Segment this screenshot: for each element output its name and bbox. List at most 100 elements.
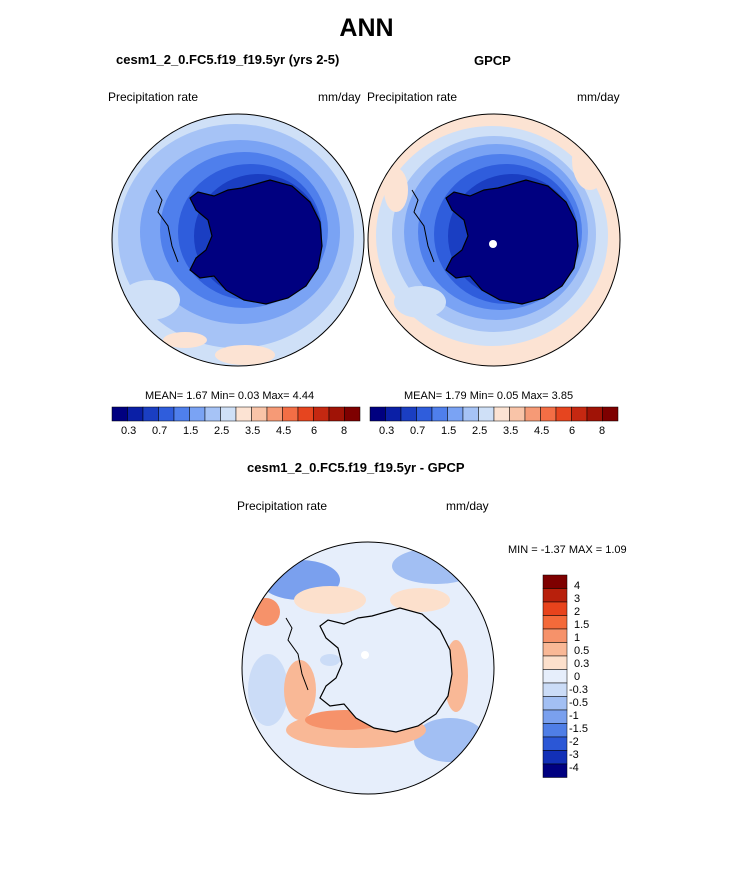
right-cbar-tick: 2.5 [472,425,488,437]
colorbar-swatch [478,406,495,422]
diff-cbar-tick: 2 [574,606,581,618]
left-polar-map [112,114,364,366]
diff-colorbar-swatch [542,628,568,643]
colorbar-swatch [251,406,268,422]
left-cbar-tick: 6 [311,425,318,437]
colorbar-swatch [189,406,206,422]
diff-colorbar-swatch [542,709,568,724]
colorbar-swatch [385,406,402,422]
diff-cbar-tick: 3 [574,593,581,605]
diff-cbar-tick: -2 [569,736,579,748]
right-stats: MEAN= 1.79 Min= 0.05 Max= 3.85 [404,390,574,402]
colorbar-swatch [602,406,619,422]
colorbar-swatch [158,406,175,422]
diff-colorbar-swatch [542,682,568,697]
right-cbar-tick: 1.5 [441,425,457,437]
right-polar-map [368,114,620,366]
right-variable-label: Precipitation rate [367,90,458,104]
right-cbar-tick: 8 [599,425,606,437]
colorbar-swatch [571,406,588,422]
diff-colorbar-swatch [542,723,568,738]
left-cbar-tick: 3.5 [245,425,261,437]
left-units-label: mm/day [318,90,361,104]
colorbar-swatch [369,406,386,422]
diff-colorbar-swatch [542,655,568,670]
diff-cbar-tick: -1 [569,710,579,722]
left-stats: MEAN= 1.67 Min= 0.03 Max= 4.44 [145,390,315,402]
colorbar-swatch [328,406,345,422]
diff-colorbar-swatch [542,669,568,684]
diff-colorbar-swatch [542,696,568,711]
diff-cbar-tick: -3 [569,749,579,761]
diff-minmax: MIN = -1.37 MAX = 1.09 [508,544,627,556]
colorbar-swatch [431,406,448,422]
right-colorbar [369,406,619,422]
right-cbar-tick: 3.5 [503,425,519,437]
diff-units-label: mm/day [446,499,489,513]
colorbar-swatch [111,406,128,422]
colorbar-swatch [313,406,330,422]
left-panel-title: cesm1_2_0.FC5.f19_f19.5yr (yrs 2-5) [116,52,340,67]
diff-colorbar-swatch [542,615,568,630]
colorbar-swatch [416,406,433,422]
colorbar-swatch [220,406,237,422]
right-cbar-tick: 0.7 [410,425,426,437]
left-colorbar [111,406,361,422]
diff-cbar-tick: -0.5 [569,697,588,709]
left-cbar-tick: 0.7 [152,425,168,437]
colorbar-swatch [400,406,417,422]
diff-polar-map [242,542,494,794]
left-cbar-tick: 0.3 [121,425,137,437]
colorbar-swatch [586,406,603,422]
colorbar-swatch [540,406,557,422]
diff-colorbar-swatch [542,763,568,778]
diff-colorbar-swatch [542,750,568,765]
figure-title: ANN [339,14,394,42]
diff-colorbar [542,574,568,778]
colorbar-swatch [493,406,510,422]
colorbar-swatch [173,406,190,422]
right-cbar-tick: 0.3 [379,425,395,437]
left-cbar-tick: 1.5 [183,425,199,437]
right-units-label: mm/day [577,90,620,104]
left-cbar-tick: 2.5 [214,425,230,437]
colorbar-swatch [235,406,252,422]
right-map-border [367,113,621,367]
colorbar-swatch [344,406,361,422]
left-cbar-tick: 4.5 [276,425,292,437]
diff-panel-title: cesm1_2_0.FC5.f19_f19.5yr - GPCP [247,460,465,475]
diff-cbar-tick: 1 [574,632,581,644]
diff-map-border [241,541,495,795]
diff-cbar-tick: 0.5 [574,645,590,657]
diff-cbar-tick: 0 [574,671,581,683]
diff-colorbar-swatch [542,642,568,657]
colorbar-swatch [555,406,572,422]
left-cbar-tick: 8 [341,425,348,437]
right-cbar-tick: 4.5 [534,425,550,437]
colorbar-swatch [204,406,221,422]
diff-colorbar-swatch [542,574,568,589]
colorbar-swatch [127,406,144,422]
right-panel-title: GPCP [474,53,511,68]
colorbar-swatch [524,406,541,422]
diff-colorbar-swatch [542,588,568,603]
colorbar-swatch [282,406,299,422]
colorbar-swatch [142,406,159,422]
diff-cbar-tick: 4 [574,580,581,592]
diff-cbar-tick: 0.3 [574,658,590,670]
diff-cbar-tick: -4 [569,762,579,774]
diff-colorbar-swatch [542,601,568,616]
colorbar-swatch [509,406,526,422]
left-variable-label: Precipitation rate [108,90,199,104]
colorbar-swatch [462,406,479,422]
colorbar-swatch [266,406,283,422]
diff-cbar-tick: -0.3 [569,684,588,696]
diff-variable-label: Precipitation rate [237,499,328,513]
colorbar-swatch [297,406,314,422]
colorbar-swatch [447,406,464,422]
left-map-border [111,113,365,367]
diff-colorbar-swatch [542,736,568,751]
diff-cbar-tick: 1.5 [574,619,590,631]
diff-cbar-tick: -1.5 [569,723,588,735]
